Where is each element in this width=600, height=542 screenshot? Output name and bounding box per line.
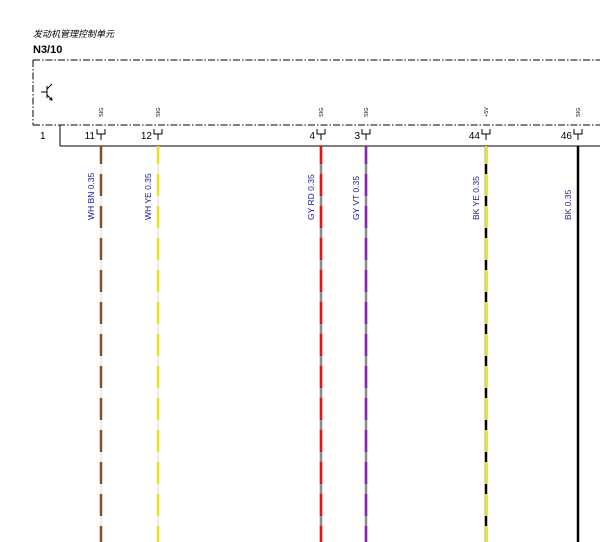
wire-group: WH BN 0.35 WH YE 0.35 GY RD 0.35 GY VT 0.35… <box>86 146 580 542</box>
pin-44-number: 44 <box>469 131 481 142</box>
pin-44-signal-label: +5V <box>484 107 490 117</box>
pin-46-signal-label: SIG <box>576 108 582 117</box>
pin-4-number: 4 <box>309 131 315 142</box>
component-title: 发动机管理控制单元 <box>33 29 115 40</box>
pin-4-signal-label: SIG <box>319 108 325 117</box>
side-pin-label: 1 <box>40 131 46 142</box>
pin-46-contact-icon <box>573 129 583 140</box>
component-boundary <box>32 59 600 126</box>
pin-3-number: 3 <box>354 131 360 142</box>
pin-3-signal-label: SIG <box>364 108 370 117</box>
wire-44-label: BK YE 0.35 <box>471 176 481 220</box>
pin-12-contact-icon <box>153 129 163 140</box>
pin-11-number: 11 <box>85 131 96 142</box>
wire-3-label: GY VT 0.35 <box>351 176 361 220</box>
pin-group: SIG 11 SIG 12 SIG 4 SIG 3 +5V 44 SIG 46 <box>85 107 583 142</box>
wire-4-label: GY RD 0.35 <box>306 174 316 220</box>
pin-44-contact-icon <box>481 129 491 140</box>
connector-strip <box>59 125 600 147</box>
pin-12-number: 12 <box>141 131 153 142</box>
component-code: N3/10 <box>33 44 62 56</box>
wire-11-label: WH BN 0.35 <box>86 172 96 220</box>
pin-11-contact-icon <box>96 129 106 140</box>
transistor-icon <box>41 83 53 101</box>
wire-12-label: WH YE 0.35 <box>143 173 153 220</box>
wire-46-label: BK 0.35 <box>563 189 573 220</box>
pin-4-contact-icon <box>316 129 326 140</box>
pin-46-number: 46 <box>561 131 573 142</box>
pin-11-signal-label: SIG <box>99 108 105 117</box>
pin-12-signal-label: SIG <box>156 108 162 117</box>
pin-3-contact-icon <box>361 129 371 140</box>
